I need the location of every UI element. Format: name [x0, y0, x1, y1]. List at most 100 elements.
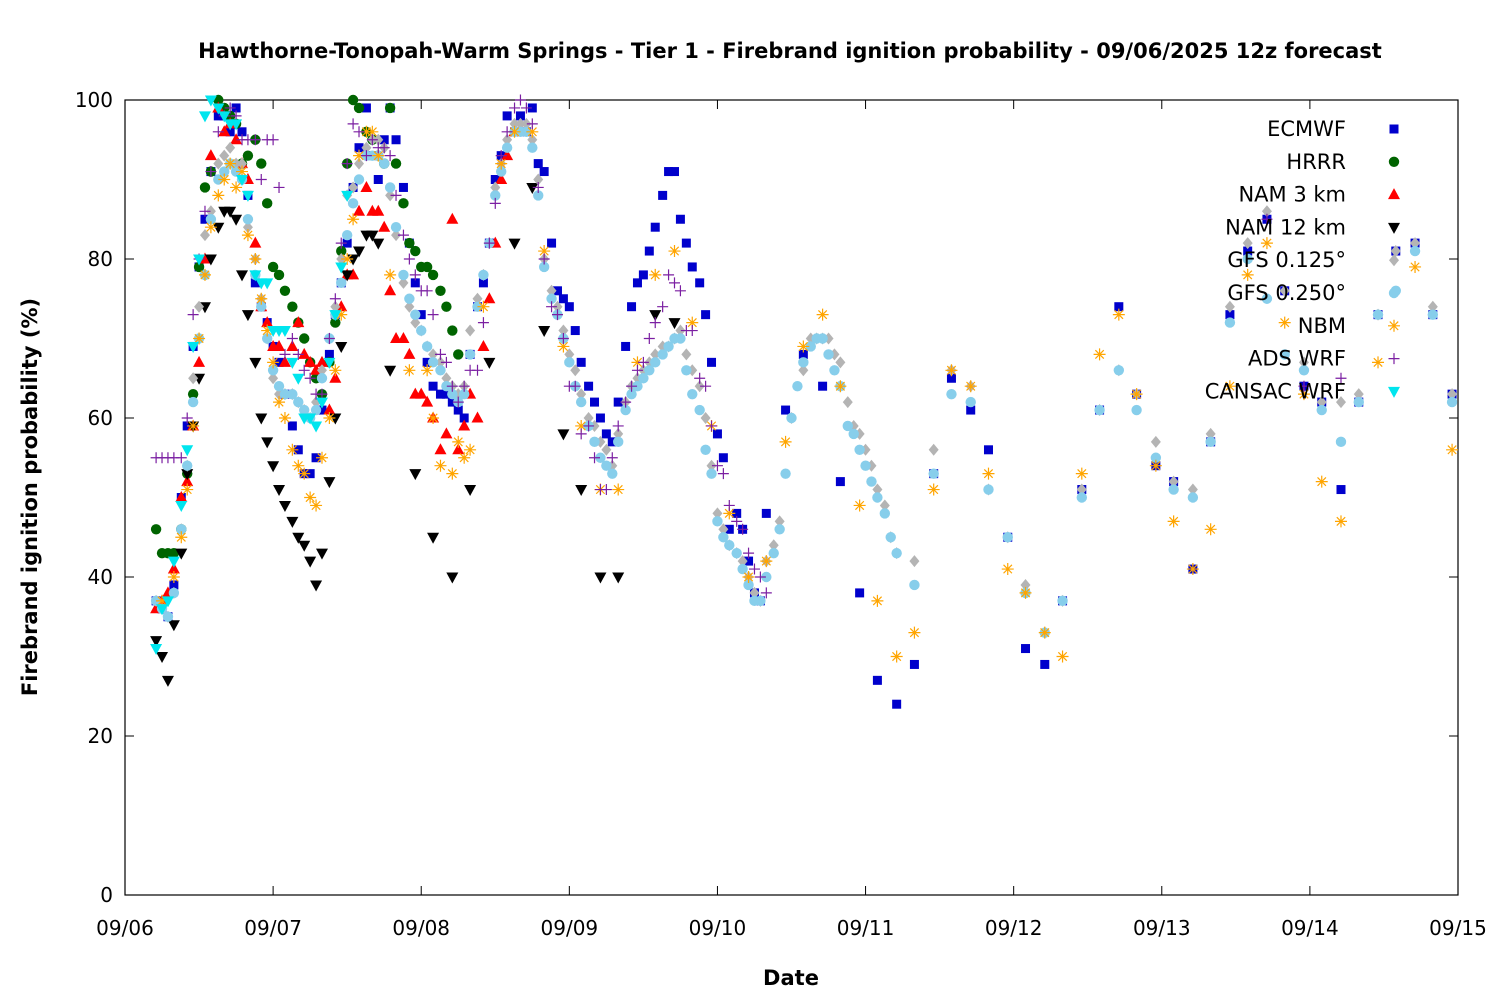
data-point	[533, 173, 544, 186]
data-point	[415, 387, 428, 399]
data-point	[213, 111, 223, 121]
data-point	[1279, 349, 1290, 360]
data-point	[403, 347, 416, 359]
data-point	[341, 190, 354, 202]
data-point	[242, 214, 254, 225]
data-point	[909, 555, 920, 568]
data-point	[1336, 485, 1346, 495]
data-point	[694, 404, 705, 416]
data-point	[249, 134, 261, 146]
data-point	[842, 420, 853, 432]
data-point	[434, 443, 447, 455]
data-point	[335, 308, 348, 321]
data-point	[848, 428, 859, 440]
data-point	[650, 357, 661, 368]
data-point	[1186, 563, 1199, 576]
data-point	[428, 381, 438, 391]
data-point	[798, 364, 809, 377]
data-point	[1076, 483, 1087, 496]
data-point	[409, 469, 422, 481]
data-point	[744, 556, 754, 566]
data-point	[397, 332, 410, 343]
data-point	[256, 301, 267, 312]
data-point	[668, 277, 680, 289]
data-point	[261, 198, 273, 209]
data-point	[446, 380, 458, 392]
data-point	[1205, 427, 1216, 440]
data-point	[891, 547, 902, 559]
data-point	[330, 317, 341, 328]
data-point	[378, 220, 391, 232]
data-point	[353, 126, 365, 138]
data-point	[1334, 515, 1347, 528]
data-point	[983, 484, 994, 495]
data-point	[373, 175, 383, 184]
data-point	[644, 365, 655, 376]
data-point	[421, 261, 433, 273]
data-point	[965, 396, 976, 408]
data-point	[316, 364, 327, 377]
data-point	[546, 293, 557, 304]
data-point	[249, 253, 262, 265]
data-point	[366, 125, 379, 138]
data-point	[546, 284, 557, 297]
data-point	[872, 492, 883, 503]
data-point	[526, 125, 539, 138]
data-point	[298, 467, 311, 480]
data-point	[538, 253, 550, 265]
data-point	[1094, 404, 1105, 416]
data-point	[181, 445, 194, 457]
data-point	[594, 572, 607, 584]
data-point	[427, 357, 439, 368]
data-point	[557, 340, 570, 353]
data-point	[255, 292, 268, 305]
data-point	[546, 301, 558, 313]
data-point	[261, 437, 274, 449]
data-point	[175, 500, 188, 512]
data-point	[890, 650, 903, 663]
data-point	[452, 396, 464, 408]
data-point	[658, 190, 668, 200]
data-point	[737, 555, 748, 568]
data-point	[181, 483, 194, 496]
data-point	[502, 133, 513, 146]
data-point	[441, 301, 452, 312]
data-point	[885, 532, 896, 543]
data-point	[224, 102, 236, 114]
data-point	[241, 310, 254, 322]
data-point	[1315, 475, 1328, 488]
data-point	[501, 149, 514, 161]
data-point	[533, 159, 543, 169]
data-point	[353, 246, 366, 258]
data-point	[601, 429, 611, 439]
data-point	[267, 365, 279, 376]
data-point	[212, 222, 225, 234]
data-point	[287, 388, 298, 400]
data-point	[1279, 284, 1290, 297]
data-point	[707, 357, 717, 367]
data-point	[236, 270, 249, 282]
data-point	[520, 102, 532, 114]
data-point	[410, 245, 421, 257]
data-point	[205, 214, 217, 225]
data-point	[761, 508, 771, 518]
data-point	[700, 444, 711, 455]
data-point	[188, 372, 199, 385]
series-nam-3-km	[150, 101, 521, 614]
data-point	[167, 562, 180, 574]
legend-marker	[1389, 124, 1399, 134]
data-point	[644, 246, 654, 256]
data-point	[255, 174, 267, 185]
data-point	[230, 133, 243, 145]
data-point	[249, 357, 262, 369]
data-point	[1168, 475, 1179, 488]
data-point	[664, 167, 674, 177]
data-point	[606, 452, 618, 464]
data-point	[786, 412, 797, 424]
data-point	[372, 149, 385, 162]
data-point	[427, 309, 439, 321]
data-point	[489, 197, 501, 209]
y-tick-label: 40	[88, 565, 113, 589]
data-point	[620, 396, 632, 408]
data-point	[193, 261, 205, 273]
